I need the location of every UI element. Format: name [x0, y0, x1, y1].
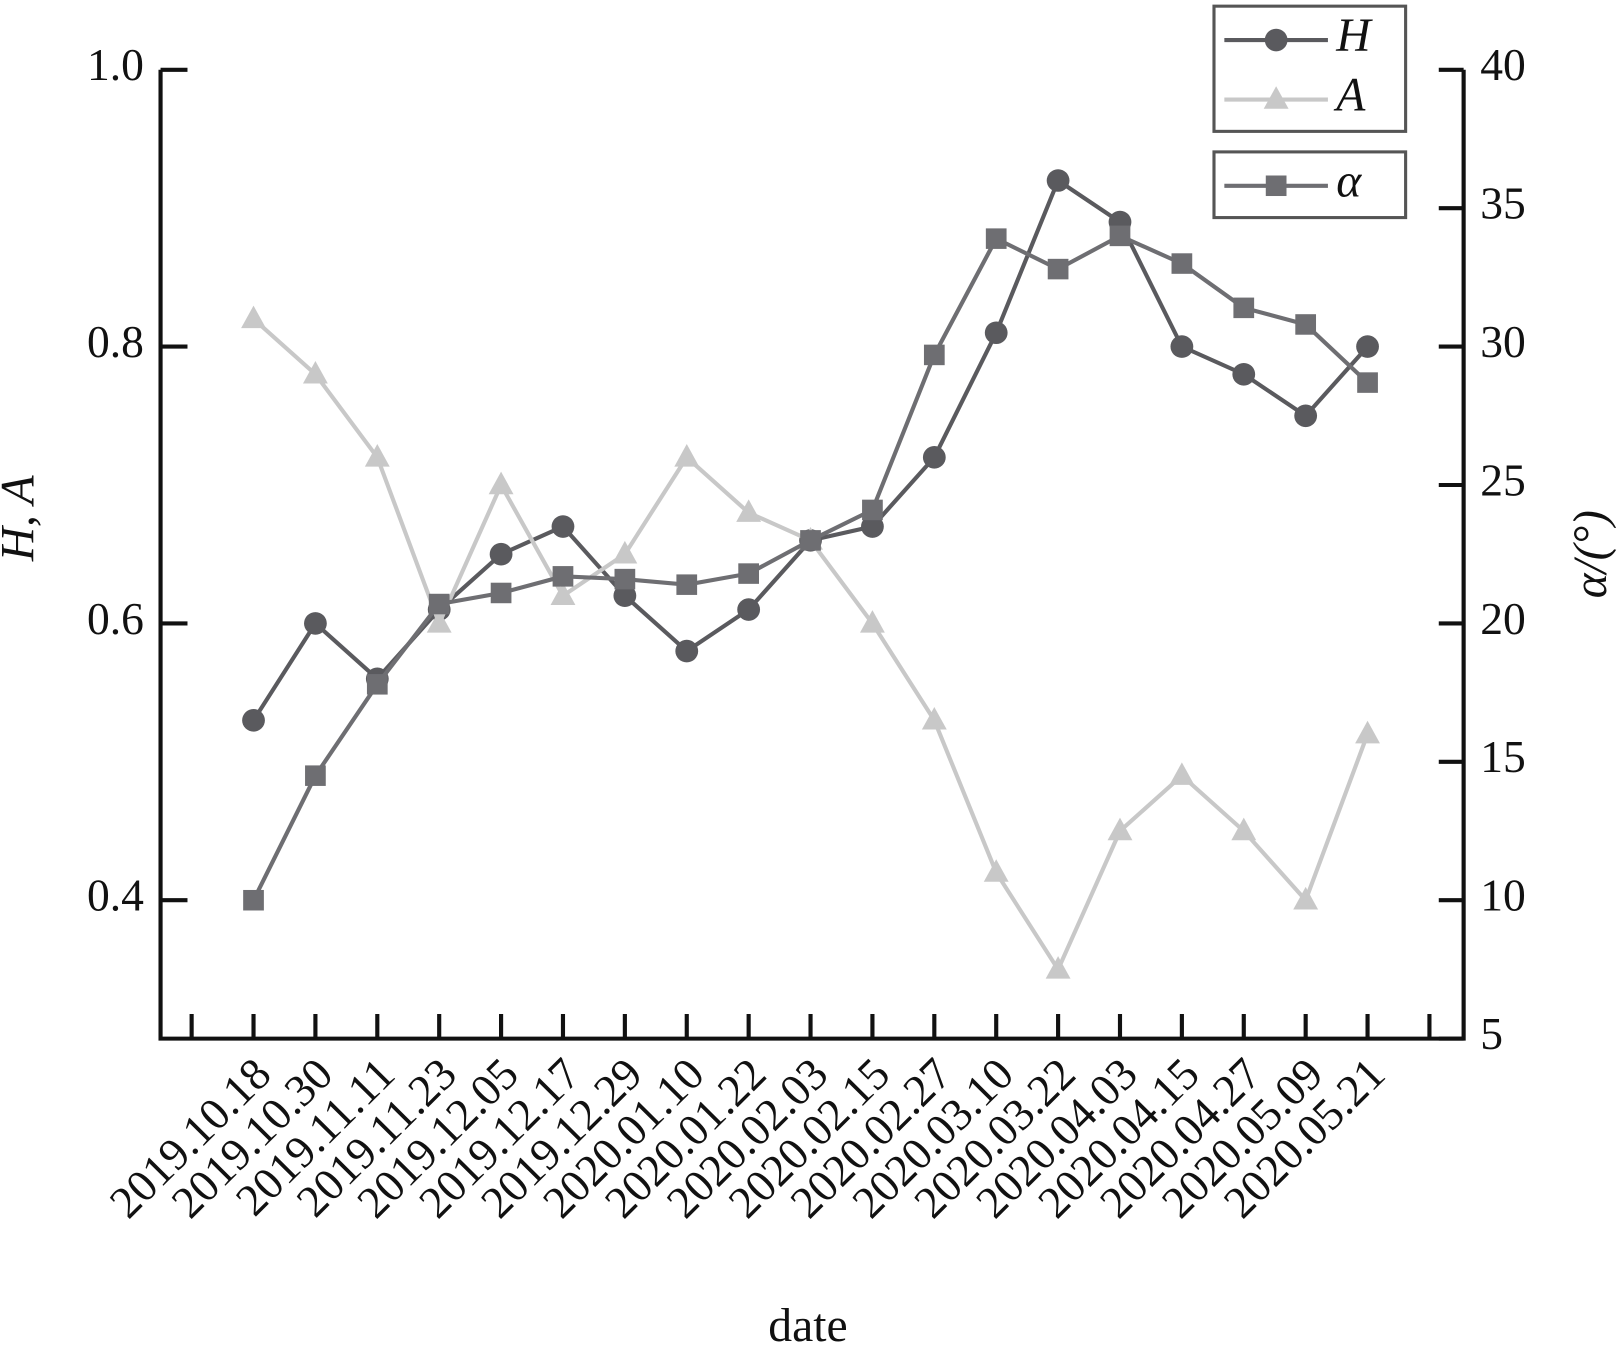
y-tick-label: 0.4 [87, 871, 144, 921]
data-point [1231, 817, 1257, 841]
series-line [251, 177, 1370, 722]
y2-tick-label: 35 [1480, 179, 1526, 229]
data-point [488, 471, 514, 495]
data-point [1355, 720, 1380, 744]
data-point [550, 582, 576, 605]
data-point [552, 566, 574, 587]
data-point [1170, 335, 1194, 358]
data-point [551, 515, 575, 538]
data-point [923, 344, 945, 366]
data-point [859, 610, 885, 633]
data-point [1169, 762, 1195, 785]
data-point [242, 709, 265, 732]
x-axis-label: date [768, 1300, 847, 1352]
data-point [862, 499, 883, 521]
y-tick-label: 0.6 [87, 594, 144, 644]
data-point [738, 563, 760, 584]
data-point [489, 542, 513, 566]
data-point [1233, 297, 1255, 319]
data-point [676, 574, 698, 595]
data-point [1109, 225, 1131, 247]
legend-label: H [1335, 10, 1373, 62]
data-point [304, 612, 327, 635]
data-point [1356, 335, 1379, 358]
y2-tick-label: 40 [1480, 40, 1526, 90]
y2-tick-label: 10 [1480, 871, 1526, 921]
y2-axis-label: α/(°) [1565, 510, 1617, 598]
data-point [922, 446, 946, 469]
data-point [364, 443, 390, 467]
y-tick-label: 0.8 [87, 317, 144, 367]
data-point [1295, 314, 1317, 335]
data-point [366, 674, 388, 695]
data-point [984, 321, 1008, 345]
data-point [736, 499, 762, 522]
data-point [1232, 362, 1256, 386]
data-point [985, 228, 1007, 249]
data-point [983, 859, 1009, 882]
legend-box [1212, 4, 1408, 133]
data-point [613, 584, 637, 608]
series-line [252, 317, 1370, 974]
data-point [241, 305, 266, 329]
data-point [800, 530, 821, 551]
y2-tick-label: 5 [1480, 1009, 1503, 1059]
data-point [1294, 404, 1318, 428]
data-point [674, 443, 700, 467]
y2-tick-label: 25 [1480, 456, 1526, 506]
data-point [1357, 372, 1378, 393]
y2-tick-label: 30 [1480, 317, 1526, 367]
data-point [675, 639, 699, 663]
legend-marker [1265, 175, 1287, 197]
y2-tick-label: 15 [1480, 732, 1526, 782]
data-point [426, 610, 452, 633]
data-point [612, 540, 638, 564]
data-point [302, 360, 328, 384]
data-point [861, 515, 884, 538]
data-point [305, 765, 326, 786]
data-point [1046, 169, 1070, 192]
data-point [1171, 253, 1193, 274]
legend-marker [1263, 86, 1289, 109]
legend-marker [1264, 28, 1288, 52]
y2-tick-label: 20 [1480, 594, 1526, 644]
data-point [1045, 956, 1071, 979]
data-point [428, 593, 450, 615]
y-axis-label: H, A [0, 474, 45, 562]
data-point [1293, 886, 1319, 910]
legend-label: α [1336, 156, 1362, 208]
data-point [1107, 817, 1133, 841]
data-point [243, 889, 264, 911]
data-point [490, 582, 512, 604]
legend-label: A [1333, 70, 1366, 122]
data-point [614, 568, 636, 590]
y-tick-label: 1.0 [87, 40, 144, 90]
data-point [921, 706, 947, 730]
data-point [1047, 258, 1069, 280]
data-point [737, 598, 761, 621]
